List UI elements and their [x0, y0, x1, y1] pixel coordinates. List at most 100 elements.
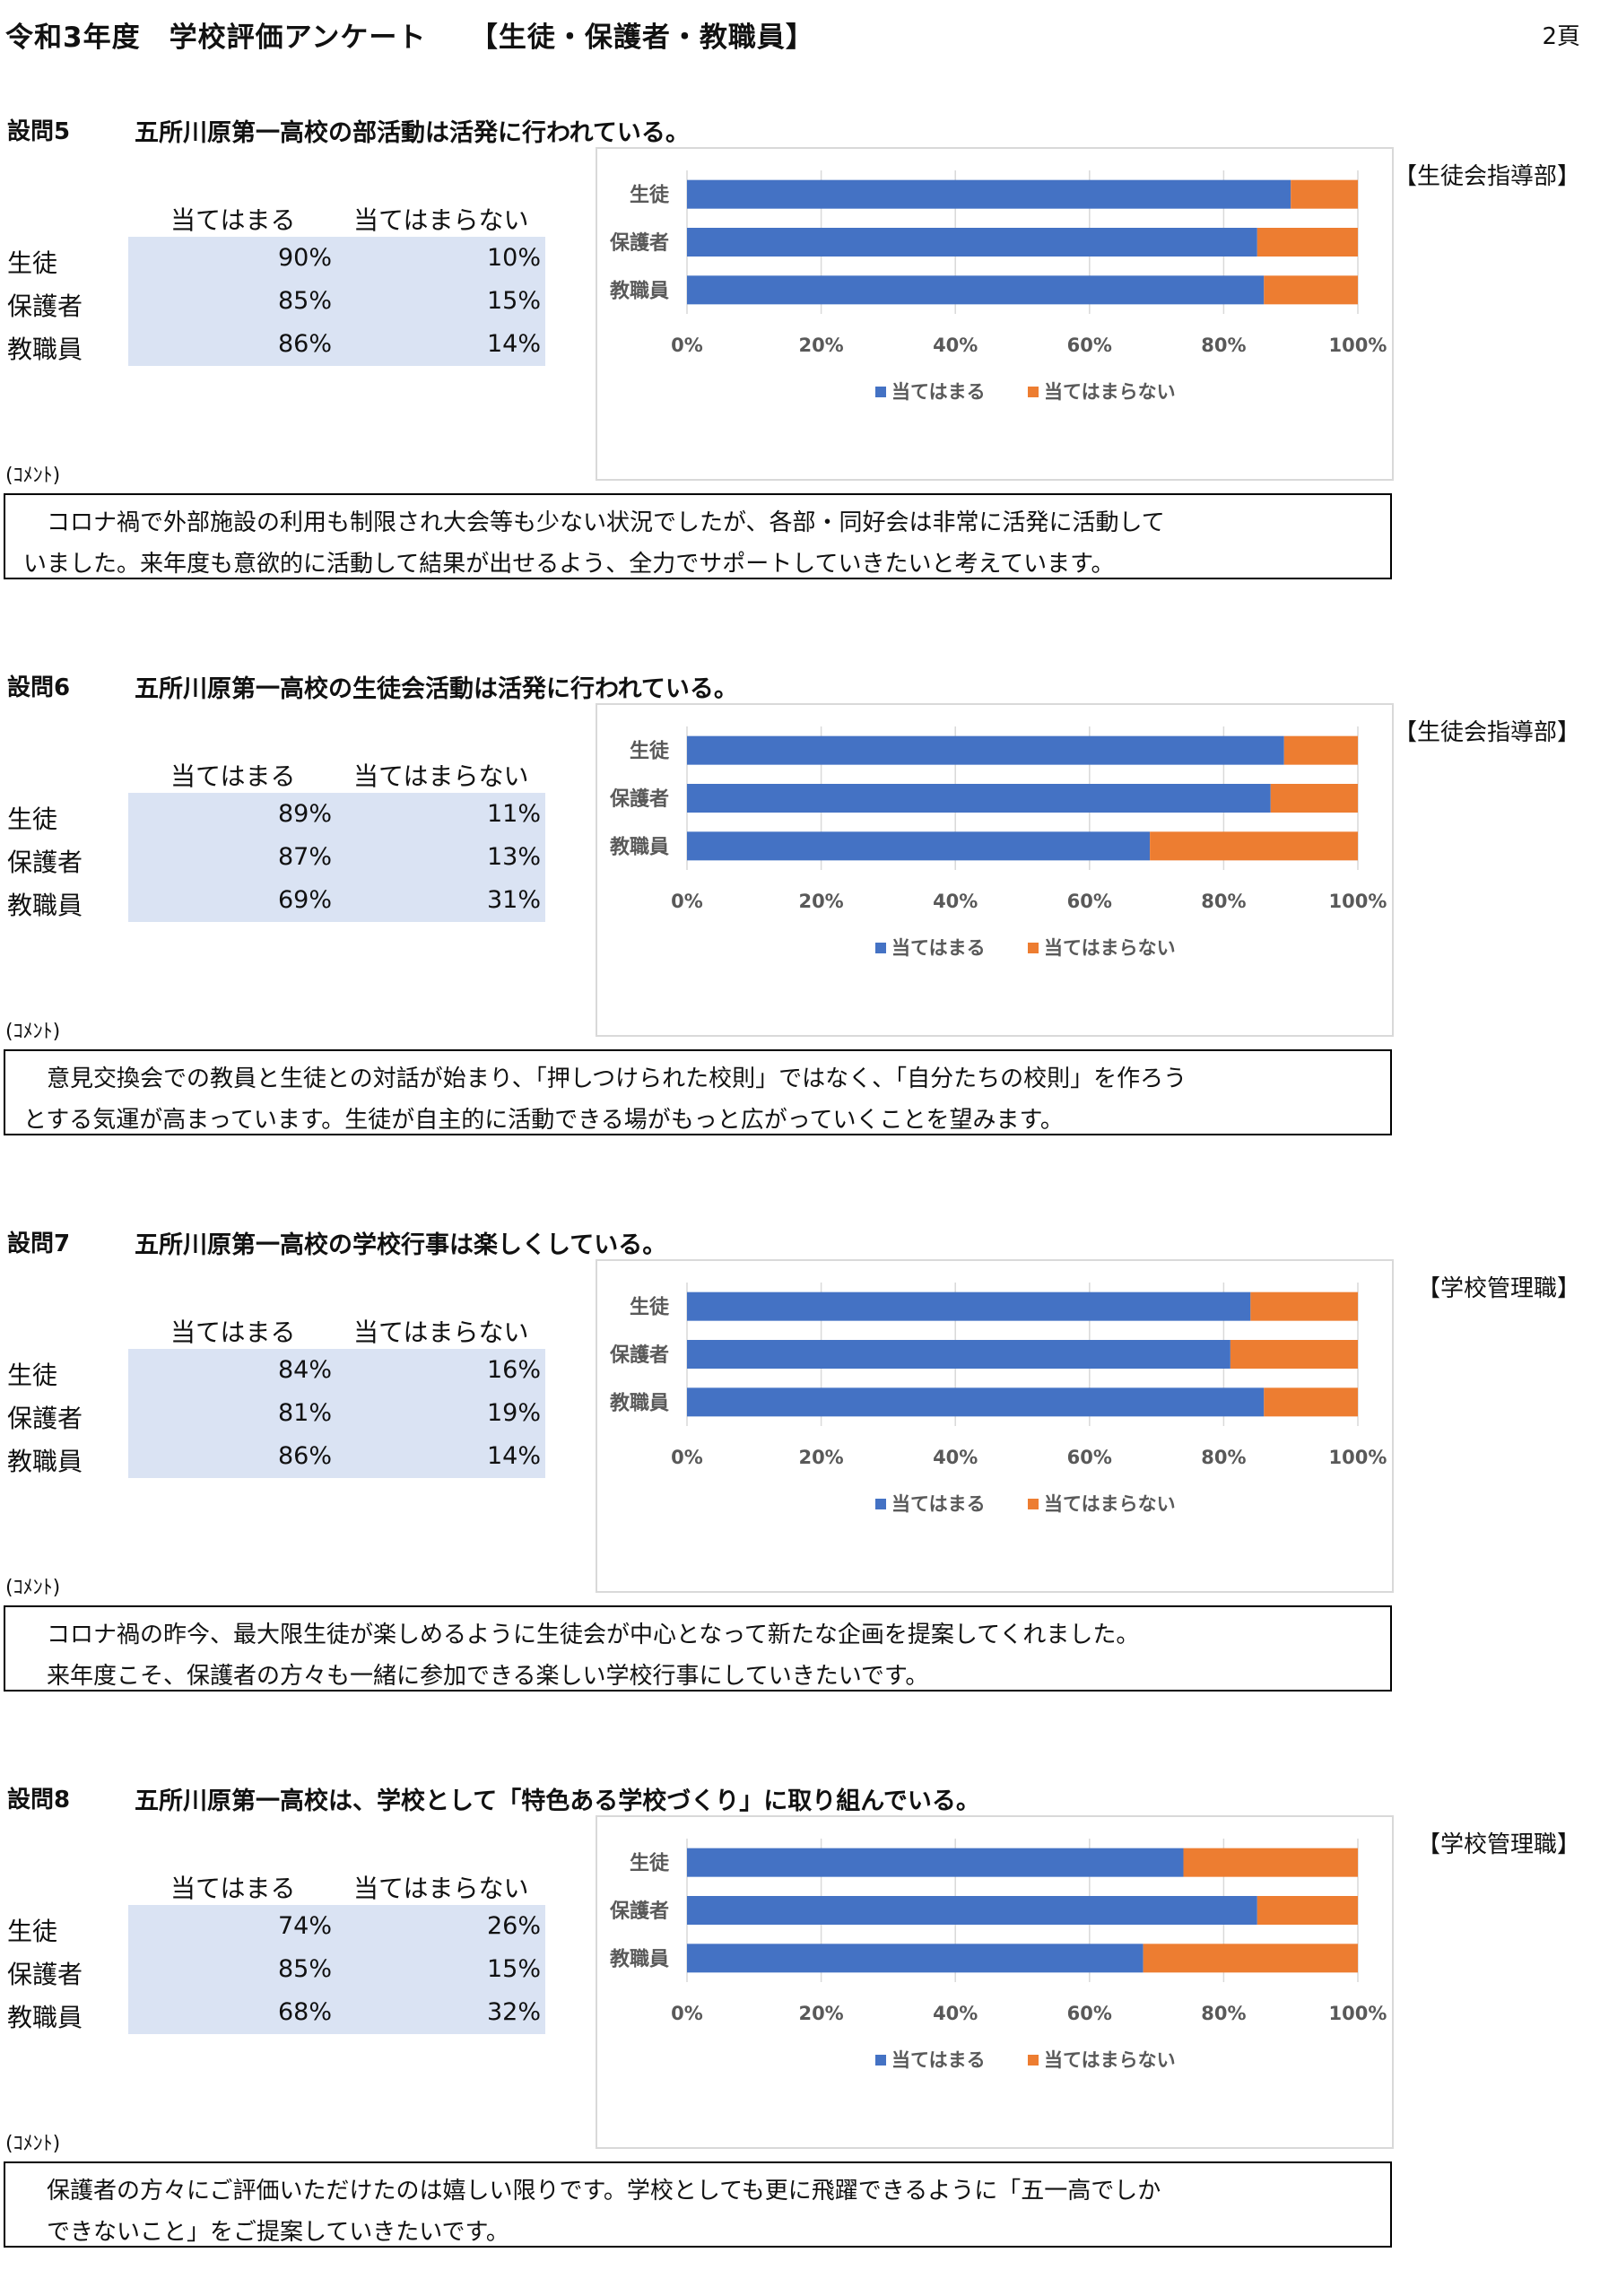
- bar-yes: [687, 275, 1265, 305]
- bar-yes: [687, 228, 1257, 257]
- legend-label: 当てはまらない: [1044, 2049, 1176, 2071]
- x-tick-label: 60%: [1067, 2003, 1112, 2024]
- row-label: 教職員: [7, 1447, 83, 1476]
- no-value: 16%: [486, 1356, 541, 1384]
- bar-no: [1264, 1387, 1358, 1417]
- x-tick-label: 100%: [1329, 2003, 1387, 2024]
- x-tick-label: 40%: [933, 1447, 978, 1468]
- category-label: 保護者: [609, 787, 669, 811]
- question-text: 五所川原第一高校の学校行事は楽しくしている。: [135, 1231, 667, 1259]
- bar-no: [1250, 1292, 1358, 1321]
- comment-box: 保護者の方々にご評価いただけたのは嬉しい限りです。学校としても更に飛躍できるよう…: [4, 2161, 1392, 2248]
- bar-yes: [687, 179, 1291, 209]
- bar-no: [1257, 228, 1358, 257]
- comment-line: 来年度こそ、保護者の方々も一緒に参加できる楽しい学校行事にしていきたいです。: [23, 1663, 929, 1690]
- category-label: 教職員: [610, 1947, 669, 1970]
- bar-no: [1143, 1944, 1358, 1973]
- row-label: 教職員: [7, 2003, 83, 2032]
- bar-no: [1264, 275, 1358, 305]
- x-tick-label: 100%: [1329, 1447, 1387, 1468]
- legend-swatch: [875, 943, 886, 953]
- x-tick-label: 20%: [798, 1447, 843, 1468]
- no-value: 15%: [486, 287, 541, 315]
- question-text: 五所川原第一高校の部活動は活発に行われている。: [135, 119, 690, 147]
- yes-value: 84%: [277, 1356, 332, 1384]
- x-tick-label: 60%: [1067, 1447, 1112, 1468]
- bar-no: [1291, 179, 1358, 209]
- department-tag: 【生徒会指導部】: [1393, 719, 1580, 746]
- bar-yes: [687, 1292, 1251, 1321]
- column-header-yes: 当てはまる: [170, 205, 296, 235]
- comment-label: (ｺﾒﾝﾄ): [5, 1021, 61, 1043]
- bar-yes: [687, 1387, 1265, 1417]
- yes-value: 85%: [277, 287, 332, 315]
- x-tick-label: 80%: [1201, 1447, 1246, 1468]
- yes-value: 90%: [277, 244, 332, 272]
- comment-line: コロナ禍で外部施設の利用も制限され大会等も少ない状況でしたが、各部・同好会は非常…: [23, 509, 1165, 536]
- comment-line: 意見交換会での教員と生徒との対話が始まり、「押しつけられた校則」ではなく、「自分…: [23, 1065, 1187, 1092]
- department-tag: 【生徒会指導部】: [1393, 163, 1580, 190]
- legend-label: 当てはまらない: [1044, 1493, 1176, 1515]
- yes-value: 85%: [277, 1955, 332, 1983]
- results-table-background: [128, 1905, 545, 2034]
- x-tick-label: 0%: [671, 2003, 703, 2024]
- bar-yes: [687, 831, 1151, 861]
- legend-label: 当てはまる: [891, 937, 986, 959]
- x-tick-label: 100%: [1329, 891, 1387, 912]
- x-tick-label: 20%: [798, 335, 843, 356]
- bar-no: [1257, 1896, 1358, 1925]
- question-section-7: 設問7 五所川原第一高校の学校行事は楽しくしている。 【学校管理職】 当てはまる…: [0, 1112, 1600, 1692]
- row-label: 保護者: [7, 291, 83, 321]
- comment-line: 保護者の方々にご評価いただけたのは嬉しい限りです。学校としても更に飛躍できるよう…: [23, 2178, 1161, 2205]
- bar-yes: [687, 1896, 1257, 1925]
- category-label: 教職員: [610, 279, 669, 302]
- category-label: 保護者: [609, 231, 669, 255]
- yes-value: 86%: [277, 1442, 332, 1470]
- question-text: 五所川原第一高校の生徒会活動は活発に行われている。: [135, 675, 738, 703]
- legend-swatch: [875, 2055, 886, 2066]
- category-label: 生徒: [630, 1296, 670, 1319]
- bar-no: [1230, 1340, 1358, 1369]
- no-value: 19%: [486, 1399, 541, 1427]
- results-table-background: [128, 1349, 545, 1478]
- yes-value: 69%: [277, 886, 332, 914]
- stacked-bar-chart: 0% 20% 40% 60% 80% 100% 生徒 保護者 教職員 当てはまる 当てはまらない: [596, 147, 1394, 481]
- no-value: 15%: [486, 1955, 541, 1983]
- legend-swatch: [875, 1499, 886, 1509]
- legend-swatch: [875, 387, 886, 397]
- yes-value: 74%: [277, 1912, 332, 1940]
- no-value: 10%: [486, 244, 541, 272]
- legend-swatch: [1028, 2055, 1039, 2066]
- comment-box: 意見交換会での教員と生徒との対話が始まり、「押しつけられた校則」ではなく、「自分…: [4, 1049, 1392, 1135]
- legend-label: 当てはまる: [891, 381, 986, 403]
- column-header-no: 当てはまらない: [353, 1318, 529, 1347]
- row-label: 保護者: [7, 1960, 83, 1989]
- bar-no: [1270, 784, 1358, 813]
- department-tag: 【学校管理職】: [1416, 1275, 1580, 1302]
- comment-line: コロナ禍の昨今、最大限生徒が楽しめるように生徒会が中心となって新たな企画を提案し…: [23, 1622, 1140, 1648]
- question-section-5: 設問5 五所川原第一高校の部活動は活発に行われている。 【生徒会指導部】 当ては…: [0, 0, 1600, 579]
- x-tick-label: 100%: [1329, 335, 1387, 356]
- x-tick-label: 0%: [671, 891, 703, 912]
- x-tick-label: 40%: [933, 2003, 978, 2024]
- page-title: 令和3年度 学校評価アンケート 【生徒・保護者・教職員】: [5, 22, 814, 54]
- x-tick-label: 80%: [1201, 2003, 1246, 2024]
- bar-yes: [687, 1848, 1184, 1877]
- bar-no: [1183, 1848, 1358, 1877]
- x-tick-label: 20%: [798, 2003, 843, 2024]
- x-tick-label: 60%: [1067, 891, 1112, 912]
- no-value: 11%: [486, 800, 541, 828]
- row-label: 生徒: [7, 1361, 58, 1390]
- no-value: 32%: [486, 1998, 541, 2026]
- x-tick-label: 60%: [1067, 335, 1112, 356]
- category-label: 生徒: [630, 184, 670, 207]
- x-tick-label: 80%: [1201, 335, 1246, 356]
- x-tick-label: 20%: [798, 891, 843, 912]
- bar-yes: [687, 1944, 1143, 1973]
- question-number: 設問5: [7, 118, 71, 145]
- column-header-yes: 当てはまる: [170, 1318, 296, 1347]
- comment-label: (ｺﾒﾝﾄ): [5, 465, 61, 487]
